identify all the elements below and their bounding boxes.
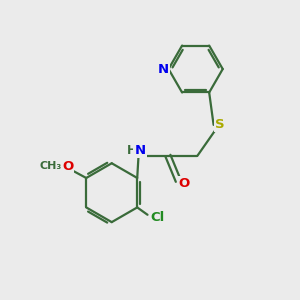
Text: Cl: Cl — [151, 211, 165, 224]
Text: O: O — [178, 177, 189, 190]
Text: H: H — [127, 144, 137, 157]
Text: CH₃: CH₃ — [40, 161, 62, 172]
Text: O: O — [62, 160, 73, 173]
Text: N: N — [134, 144, 146, 157]
Text: N: N — [158, 62, 169, 76]
Text: S: S — [215, 118, 225, 131]
